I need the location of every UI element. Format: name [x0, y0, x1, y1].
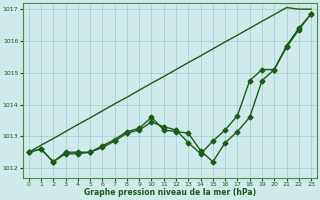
X-axis label: Graphe pression niveau de la mer (hPa): Graphe pression niveau de la mer (hPa): [84, 188, 256, 197]
